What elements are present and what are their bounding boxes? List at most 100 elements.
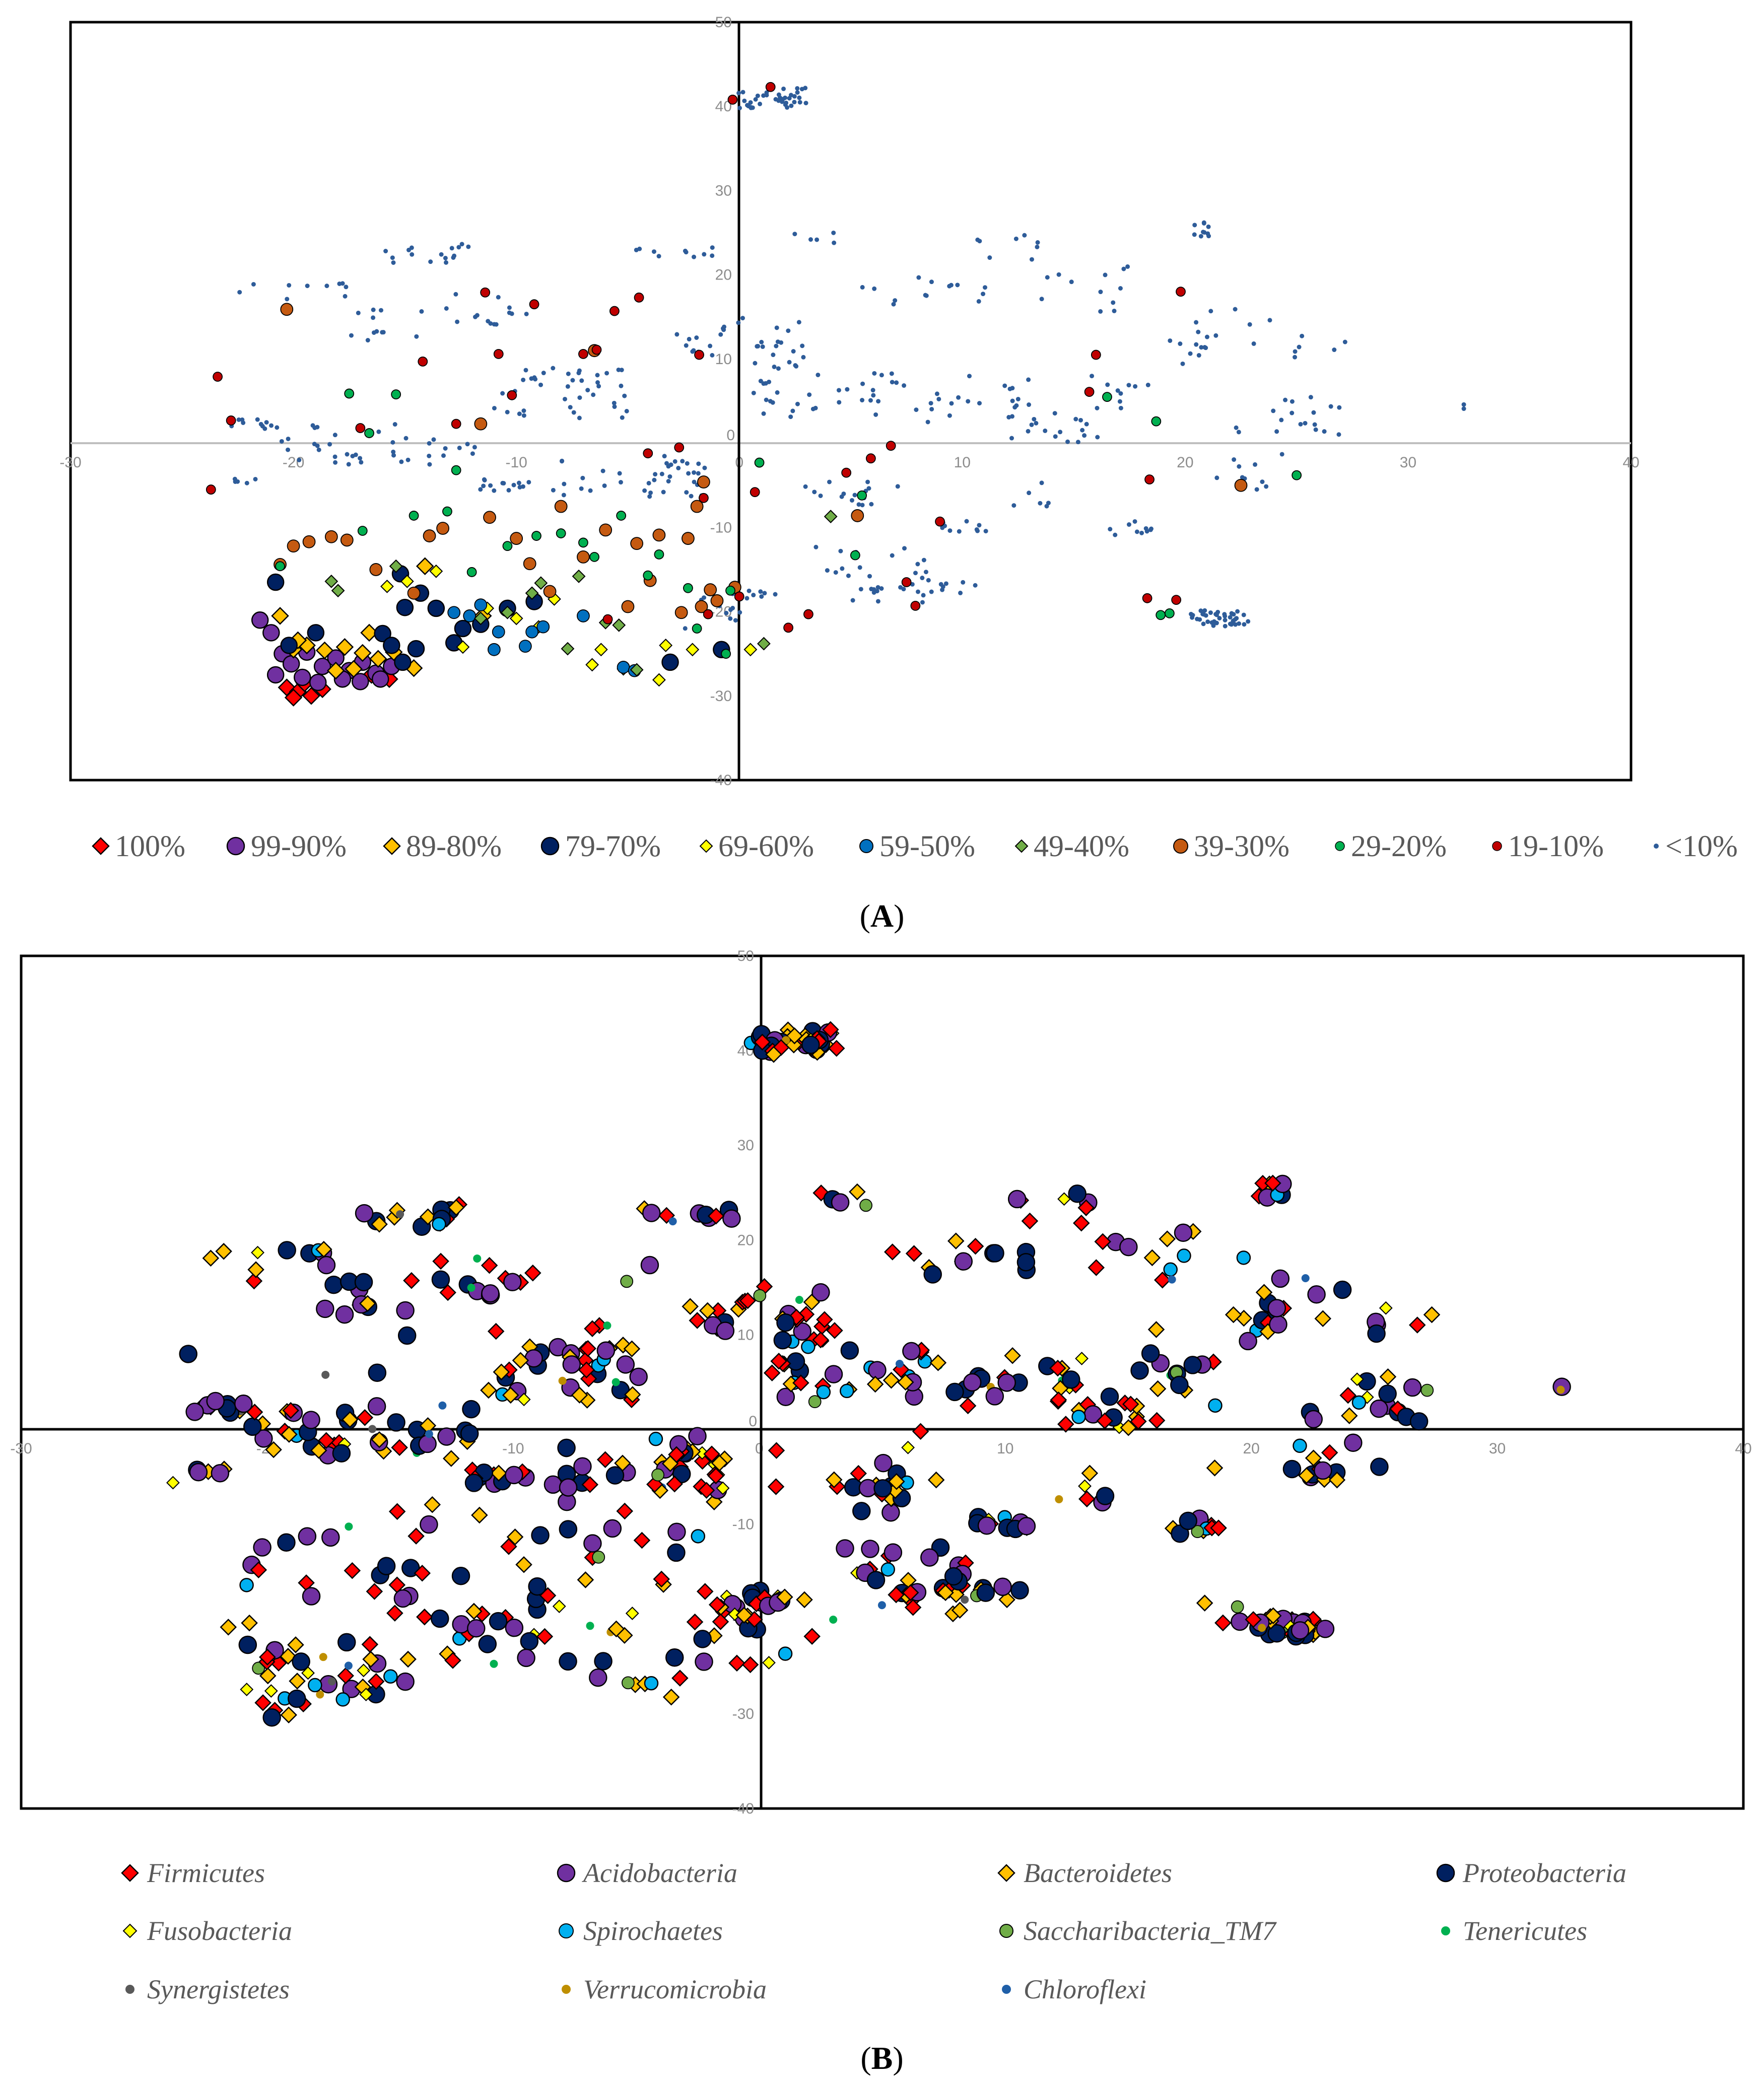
scatter-point-b <box>707 1207 725 1225</box>
scatter-point-lt10 <box>1078 418 1083 423</box>
scatter-point-b <box>712 1613 729 1630</box>
scatter-point-lt10 <box>975 528 980 533</box>
scatter-point-lt10 <box>781 86 786 91</box>
scatter-point-b <box>1068 1184 1087 1203</box>
scatter-point-b <box>1304 1410 1323 1429</box>
scatter-point-lt10 <box>659 471 664 476</box>
scatter-point-lt10 <box>496 295 501 300</box>
x-tick-label-b: 40 <box>1735 1440 1751 1457</box>
scatter-point-b <box>432 1253 449 1270</box>
scatter-point-b <box>644 1676 659 1691</box>
scatter-point-b <box>776 1588 793 1606</box>
scatter-point-b <box>206 1392 225 1411</box>
scatter-point-a <box>474 598 488 612</box>
scatter-point-lt10 <box>1297 344 1302 350</box>
legend-a-69-60: 69-60% <box>699 829 814 863</box>
scatter-point-lt10 <box>929 589 934 594</box>
scatter-point-lt10 <box>943 581 948 586</box>
scatter-point-lt10 <box>758 379 763 384</box>
scatter-point-b <box>1119 1237 1138 1257</box>
scatter-point-b <box>562 1355 581 1374</box>
scatter-point-lt10 <box>797 95 802 100</box>
scatter-point-lt10 <box>602 483 607 488</box>
scatter-point-lt10 <box>1290 399 1295 404</box>
scatter-point-b <box>765 1046 782 1063</box>
scatter-point-lt10 <box>902 546 907 551</box>
x-tick-label-a: -10 <box>505 454 527 471</box>
scatter-point-lt10 <box>1118 286 1123 291</box>
scatter-point-lt10 <box>1010 386 1015 391</box>
scatter-point-lt10 <box>619 383 624 388</box>
scatter-point-b <box>215 1242 232 1260</box>
scatter-point-lt10 <box>1026 429 1031 434</box>
scatter-point-a <box>594 643 608 657</box>
scatter-point-lt10 <box>686 471 691 476</box>
scatter-point-lt10 <box>1012 405 1017 410</box>
scatter-point-lt10 <box>1126 522 1131 527</box>
legend-b-label: Synergistetes <box>147 1974 290 2004</box>
scatter-point-b <box>816 1311 833 1328</box>
scatter-point-lt10 <box>533 377 538 382</box>
scatter-point-b <box>927 1471 945 1489</box>
scatter-point-lt10 <box>365 338 370 343</box>
scatter-point-lt10 <box>264 420 269 425</box>
legend-a-100: 100% <box>92 829 185 863</box>
scatter-point-lt10 <box>1080 428 1085 433</box>
scatter-point-lt10 <box>747 588 752 593</box>
scatter-point-lt10 <box>684 250 689 255</box>
scatter-point-b <box>694 1452 711 1470</box>
scatter-point-a <box>556 528 566 538</box>
scatter-point-lt10 <box>1237 621 1242 626</box>
scatter-point-b <box>716 1481 730 1495</box>
scatter-point-a <box>466 567 477 577</box>
scatter-point-b <box>1264 1607 1282 1625</box>
scatter-point-lt10 <box>763 381 768 386</box>
scatter-point-a <box>692 623 702 634</box>
scatter-point-lt10 <box>374 329 379 334</box>
scatter-point-b <box>241 1614 258 1632</box>
scatter-point-lt10 <box>1235 609 1240 614</box>
scatter-point-lt10 <box>327 442 332 447</box>
scatter-point-b <box>1314 1310 1332 1327</box>
scatter-point-lt10 <box>728 616 733 621</box>
x-tick-label-a: 20 <box>1177 454 1193 471</box>
scatter-point-lt10 <box>1125 264 1130 269</box>
scatter-point-b <box>1120 1419 1137 1436</box>
scatter-point-lt10 <box>456 245 461 250</box>
scatter-point-b <box>505 1466 523 1485</box>
scatter-point-b <box>633 1532 651 1549</box>
scatter-point-lt10 <box>934 391 939 396</box>
scatter-point-b <box>467 1283 476 1292</box>
scatter-point-b <box>493 1363 510 1381</box>
legend-a-label: 79-70% <box>565 829 661 863</box>
scatter-point-lt10 <box>1223 623 1228 629</box>
scatter-point-lt10 <box>285 297 290 302</box>
scatter-point-lt10 <box>1312 422 1317 427</box>
scatter-point-b <box>1094 1233 1111 1250</box>
scatter-point-lt10 <box>1246 619 1251 624</box>
scatter-point-lt10 <box>860 398 865 403</box>
scatter-point-lt10 <box>1200 611 1205 616</box>
scatter-point-lt10 <box>443 446 448 451</box>
scatter-point-b <box>1236 1250 1251 1265</box>
scatter-point-b <box>665 1648 684 1667</box>
scatter-point-lt10 <box>1234 425 1239 430</box>
scatter-point-lt10 <box>521 413 526 418</box>
scatter-point-lt10 <box>749 105 754 110</box>
y-tick-label-a: 50 <box>715 14 732 31</box>
scatter-point-b <box>302 1411 320 1429</box>
scatter-point-lt10 <box>492 488 497 493</box>
x-tick-label-b: 20 <box>1243 1440 1259 1457</box>
scatter-point-a <box>616 511 627 521</box>
scatter-point-lt10 <box>521 408 526 413</box>
scatter-point-lt10 <box>710 253 715 258</box>
scatter-point-lt10 <box>761 93 766 98</box>
scatter-point-b <box>1088 1259 1105 1276</box>
scatter-point-a <box>674 606 688 619</box>
scatter-point-b <box>1100 1387 1119 1406</box>
scatter-point-lt10 <box>718 332 723 337</box>
y-tick-label-b: 50 <box>737 948 754 964</box>
scatter-point-lt10 <box>1293 355 1298 360</box>
scatter-point-a <box>1234 478 1248 492</box>
